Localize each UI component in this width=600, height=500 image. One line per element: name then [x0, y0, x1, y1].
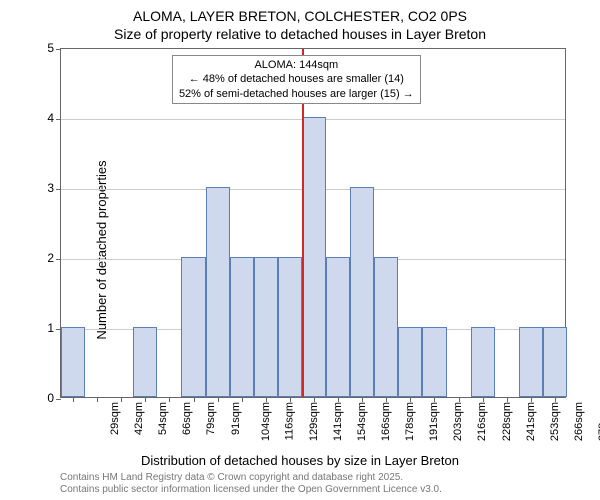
y-tick-label: 0: [47, 391, 54, 405]
x-tick: [218, 397, 219, 402]
y-tick: [56, 399, 61, 400]
x-tick-label: 79sqm: [205, 402, 217, 435]
x-tick-label: 66sqm: [181, 402, 193, 435]
histogram-bar: [422, 327, 446, 397]
x-tick: [145, 397, 146, 402]
y-tick-label: 3: [47, 181, 54, 195]
x-tick-label: 29sqm: [109, 402, 121, 435]
y-tick: [56, 189, 61, 190]
histogram-bar: [302, 117, 326, 397]
credits-text: Contains HM Land Registry data © Crown c…: [60, 472, 442, 496]
x-tick-label: 154sqm: [356, 402, 368, 441]
plot-area: ALOMA: 144sqm← 48% of detached houses ar…: [60, 48, 566, 398]
histogram-bar: [181, 257, 205, 397]
annotation-line2: ← 48% of detached houses are smaller (14…: [179, 72, 414, 86]
credits-line2: Contains public sector information licen…: [60, 484, 442, 496]
x-tick-label: 191sqm: [428, 402, 440, 441]
x-tick: [194, 397, 195, 402]
histogram-bar: [398, 327, 422, 397]
histogram-bar: [326, 257, 350, 397]
histogram-bar: [374, 257, 398, 397]
annotation-box: ALOMA: 144sqm← 48% of detached houses ar…: [172, 55, 421, 104]
histogram-bar: [543, 327, 567, 397]
x-tick-label: 54sqm: [157, 402, 169, 435]
x-tick: [169, 397, 170, 402]
x-tick-label: 116sqm: [283, 402, 295, 440]
histogram-bar: [278, 257, 302, 397]
x-tick-label: 42sqm: [133, 402, 145, 435]
chart-title-line2: Size of property relative to detached ho…: [0, 26, 600, 42]
x-axis-label: Distribution of detached houses by size …: [0, 453, 600, 468]
x-tick-label: 253sqm: [549, 402, 561, 441]
histogram-bar: [519, 327, 543, 397]
histogram-bar: [61, 327, 85, 397]
y-tick: [56, 49, 61, 50]
y-tick: [56, 259, 61, 260]
x-tick: [73, 397, 74, 402]
histogram-bar: [206, 187, 230, 397]
x-tick-label: 216sqm: [477, 402, 489, 441]
x-tick-label: 166sqm: [380, 402, 392, 441]
annotation-line1: ALOMA: 144sqm: [179, 58, 414, 72]
histogram-bar: [230, 257, 254, 397]
x-tick-label: 228sqm: [501, 402, 513, 441]
y-tick-label: 2: [47, 251, 54, 265]
y-tick: [56, 119, 61, 120]
x-tick: [121, 397, 122, 402]
credits-line1: Contains HM Land Registry data © Crown c…: [60, 472, 442, 484]
x-tick-label: 241sqm: [525, 402, 537, 441]
histogram-bar: [350, 187, 374, 397]
chart-title-line1: ALOMA, LAYER BRETON, COLCHESTER, CO2 0PS: [0, 8, 600, 24]
x-tick-label: 178sqm: [404, 402, 416, 441]
histogram-bar: [471, 327, 495, 397]
y-tick-label: 1: [47, 321, 54, 335]
histogram-bar: [254, 257, 278, 397]
y-tick-label: 5: [47, 41, 54, 55]
x-tick-label: 266sqm: [573, 402, 585, 441]
y-tick-label: 4: [47, 111, 54, 125]
histogram-bar: [133, 327, 157, 397]
annotation-line3: 52% of semi-detached houses are larger (…: [179, 87, 414, 101]
x-tick: [97, 397, 98, 402]
x-tick-label: 104sqm: [260, 402, 272, 441]
x-tick-label: 129sqm: [308, 402, 320, 441]
x-tick-label: 91sqm: [230, 402, 242, 435]
property-histogram: ALOMA, LAYER BRETON, COLCHESTER, CO2 0PS…: [0, 0, 600, 500]
x-tick-label: 203sqm: [453, 402, 465, 441]
x-tick-label: 141sqm: [332, 402, 344, 441]
